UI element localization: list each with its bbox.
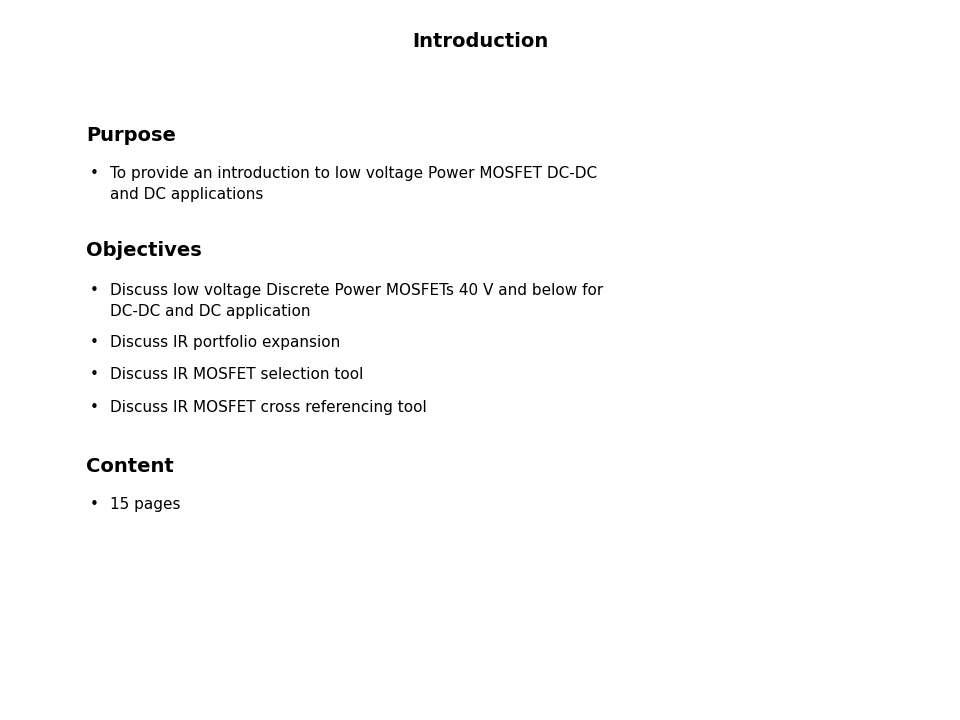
- Text: Discuss IR MOSFET selection tool: Discuss IR MOSFET selection tool: [110, 367, 364, 382]
- Text: To provide an introduction to low voltage Power MOSFET DC-DC
and DC applications: To provide an introduction to low voltag…: [110, 166, 597, 202]
- Text: •: •: [89, 400, 98, 415]
- Text: Purpose: Purpose: [86, 126, 177, 145]
- Text: Content: Content: [86, 457, 174, 476]
- Text: 15 pages: 15 pages: [110, 497, 180, 512]
- Text: Objectives: Objectives: [86, 241, 203, 260]
- Text: Discuss IR MOSFET cross referencing tool: Discuss IR MOSFET cross referencing tool: [110, 400, 427, 415]
- Text: Introduction: Introduction: [412, 32, 548, 51]
- Text: •: •: [89, 166, 98, 181]
- Text: •: •: [89, 335, 98, 350]
- Text: •: •: [89, 497, 98, 512]
- Text: •: •: [89, 367, 98, 382]
- Text: Discuss IR portfolio expansion: Discuss IR portfolio expansion: [110, 335, 341, 350]
- Text: Discuss low voltage Discrete Power MOSFETs 40 V and below for
DC-DC and DC appli: Discuss low voltage Discrete Power MOSFE…: [110, 283, 604, 319]
- Text: •: •: [89, 283, 98, 298]
